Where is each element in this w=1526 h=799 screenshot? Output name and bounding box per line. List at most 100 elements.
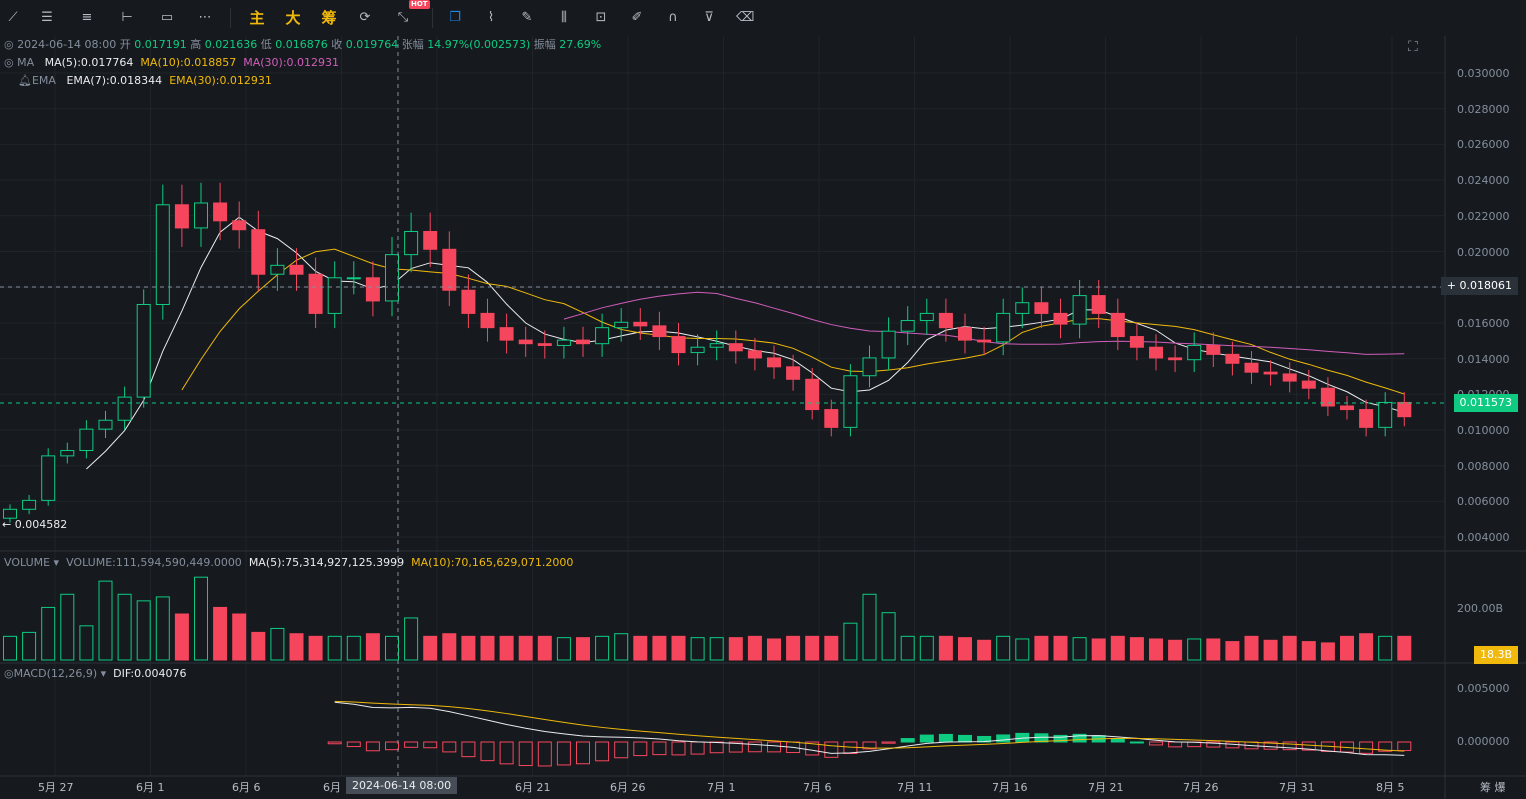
pen-icon[interactable]: ⟋ [8, 10, 18, 25]
macd-bar [556, 741, 571, 766]
candle-body [499, 327, 514, 341]
macd-bar [633, 741, 648, 757]
volume-bar [938, 635, 953, 661]
candle-body [136, 304, 151, 398]
macd-info: ◎MACD(12,26,9) ▾ DIF:0.004076 [4, 667, 187, 680]
volume-bar [1378, 635, 1393, 661]
macd-bar [652, 741, 667, 756]
macd-bar [996, 734, 1011, 743]
candle-body [595, 327, 610, 345]
macd-bar [404, 741, 419, 748]
candle-body [518, 339, 533, 345]
macd-bar [1072, 733, 1087, 743]
filter-icon[interactable]: ⊽ [704, 10, 714, 25]
candle-body [1015, 302, 1030, 314]
candle-body [1187, 344, 1202, 361]
price-axis-label: 0.028000 [1457, 102, 1510, 116]
candle-body [1301, 380, 1316, 389]
low-value: 0.016876 [275, 38, 328, 51]
indicator-big[interactable]: 大 [285, 9, 301, 27]
volume-bar [79, 625, 94, 661]
candle-body [786, 366, 801, 380]
candle-body [365, 277, 380, 302]
macd-bar [614, 741, 629, 759]
candle-body [614, 321, 629, 329]
refresh-icon[interactable]: ⟳ [359, 10, 371, 25]
macd-bar [767, 741, 781, 753]
volume-bar [1149, 638, 1163, 661]
candle-body [1320, 387, 1335, 407]
change-value: 14.97%(0.002573) [427, 38, 531, 51]
candle-body [824, 409, 839, 428]
ema7-value: EMA(7):0.018344 [66, 74, 163, 87]
macd-bar [938, 733, 953, 743]
volume-bar [747, 635, 762, 661]
macd-bar [480, 741, 495, 762]
h-line-icon[interactable]: ⊢ [121, 10, 133, 25]
tool-icon[interactable]: ⤡ [397, 10, 409, 25]
macd-bar [824, 741, 839, 758]
candle-body [1340, 405, 1354, 411]
candle-body [977, 339, 992, 343]
volume-value: VOLUME:111,594,590,449.0000 [66, 556, 242, 569]
volume-bar [41, 606, 56, 661]
horizontal-lines-icon[interactable]: ☰ [41, 10, 53, 25]
volume-bar [1225, 641, 1240, 661]
candle-body [633, 321, 648, 327]
volume-info: VOLUME ▾ VOLUME:111,594,590,449.0000 MA(… [4, 556, 574, 569]
indicator-chip[interactable]: 筹 [321, 9, 337, 27]
candlestick-chart[interactable] [0, 36, 1526, 799]
brush-icon[interactable]: ✎ [521, 10, 533, 25]
volume-bar [728, 637, 743, 661]
candle-body [270, 264, 285, 275]
volume-bar [862, 593, 877, 661]
price-axis-label: 0.010000 [1457, 424, 1510, 437]
magnet-icon[interactable]: ∩ [668, 10, 678, 25]
candle-body [251, 229, 266, 275]
volume-bar [499, 635, 514, 661]
price-axis-label: 0.004000 [1457, 531, 1510, 545]
volume-bar [174, 613, 189, 661]
fullscreen-icon[interactable]: ⛶ [1408, 39, 1418, 55]
edit-icon[interactable]: ✐ [631, 10, 643, 25]
macd-bar [1263, 741, 1278, 750]
candle-body [1359, 409, 1374, 428]
candle-body [805, 378, 820, 411]
candle-icon[interactable]: ⫼ [561, 10, 567, 25]
time-axis-label: 6月 1 [136, 781, 165, 794]
volume-bar [385, 635, 399, 661]
volume-bar [136, 600, 151, 661]
rectangle-icon[interactable]: ▭ [160, 10, 174, 25]
candle-body [1072, 295, 1087, 325]
candle-body [1168, 357, 1183, 361]
corner-label[interactable]: 筹 爆 [1480, 781, 1506, 794]
macd-bar [1378, 741, 1393, 752]
bell-icon: ◎ [4, 667, 14, 680]
ohlc-date: 2024-06-14 08:00 [17, 38, 117, 51]
macd-bar [365, 741, 380, 752]
toolbar-divider [230, 8, 231, 28]
price-axis-label: 0.026000 [1457, 138, 1510, 152]
volume-bar [404, 617, 419, 661]
time-axis-label: 6月 6 [232, 781, 261, 794]
macd-axis-top: 0.005000 [1457, 682, 1510, 695]
open-value: 0.017191 [134, 38, 187, 51]
lock-icon[interactable]: ⊡ [595, 10, 607, 25]
trash-icon[interactable]: ⌫ [736, 10, 755, 25]
candle-body [747, 350, 762, 359]
macd-bar [1359, 741, 1374, 754]
macd-bar [499, 741, 514, 765]
candle-body [385, 254, 399, 302]
ruler-icon[interactable]: ⌇ [487, 10, 495, 25]
lines-icon[interactable]: ≡ [81, 10, 93, 25]
indicator-main[interactable]: 主 [249, 9, 265, 27]
more-icon[interactable]: ⋯ [198, 10, 212, 25]
macd-bar [747, 741, 762, 753]
time-axis-label: 7月 1 [707, 781, 736, 794]
volume-bar [1053, 635, 1068, 661]
candle-body [576, 339, 590, 345]
candle-body [1091, 295, 1106, 314]
macd-bar [1053, 734, 1068, 743]
volume-bar [996, 635, 1011, 661]
copy-icon[interactable]: ❐ [449, 10, 461, 25]
